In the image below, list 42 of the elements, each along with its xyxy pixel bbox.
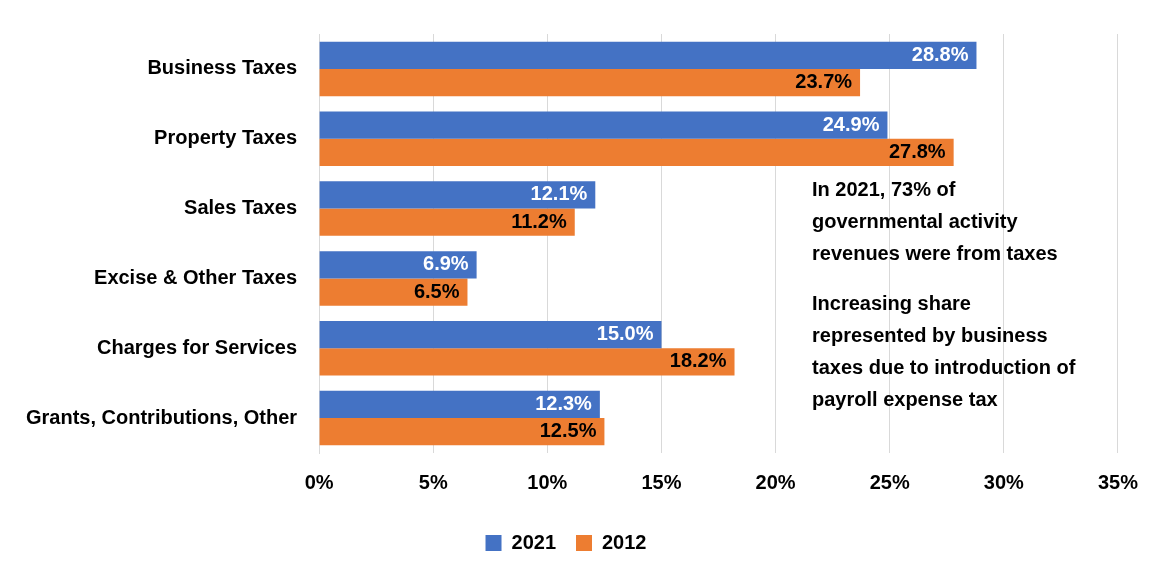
data-label: 15.0%	[596, 322, 654, 345]
data-label: 24.9%	[822, 112, 880, 135]
y-tick-label: Business Taxes	[147, 56, 298, 79]
data-label: 12.3%	[535, 391, 593, 414]
data-label: 27.8%	[888, 139, 946, 162]
y-tick-label: Grants, Contributions, Other	[25, 405, 298, 428]
y-tick-label: Excise & Other Taxes	[94, 265, 298, 288]
bar	[319, 41, 977, 69]
bar	[319, 390, 600, 419]
data-label: 12.5%	[539, 419, 597, 442]
data-label: 6.9%	[423, 252, 469, 275]
y-tick-label: Property Taxes	[154, 126, 298, 149]
bar	[319, 208, 575, 236]
bar	[319, 138, 954, 166]
x-tick-label: 5%	[418, 470, 448, 493]
x-tick-label: 25%	[869, 470, 910, 493]
x-tick-label: 30%	[983, 470, 1025, 493]
x-tick-label: 20%	[755, 470, 796, 493]
annotation: Increasing share represented by business taxes due to introduction of payroll expense tax	[812, 292, 1076, 411]
bar	[319, 181, 596, 209]
x-tick-label: 15%	[641, 470, 682, 493]
bar	[319, 68, 861, 97]
data-label: 12.1%	[530, 182, 588, 205]
data-label: 28.8%	[911, 42, 969, 65]
legend-label: 2012	[602, 530, 647, 553]
bar	[319, 321, 662, 349]
x-tick-label: 0%	[304, 470, 334, 493]
legend-label: 2021	[511, 530, 557, 553]
bar	[319, 278, 468, 306]
y-tick-label: Charges for Services	[97, 335, 298, 358]
bar	[319, 111, 888, 139]
data-label: 11.2%	[511, 209, 567, 232]
data-label: 18.2%	[669, 349, 727, 372]
bar	[319, 251, 477, 279]
data-label: 6.5%	[413, 279, 460, 302]
x-tick-label: 35%	[1097, 470, 1139, 493]
bar	[319, 418, 605, 446]
data-label: 23.7%	[795, 70, 853, 93]
annotation: In 2021, 73% of governmental activity revenues were from taxes	[812, 178, 1058, 265]
bar	[319, 348, 735, 376]
x-tick-label: 10%	[527, 470, 568, 493]
y-tick-label: Sales Taxes	[184, 196, 298, 219]
